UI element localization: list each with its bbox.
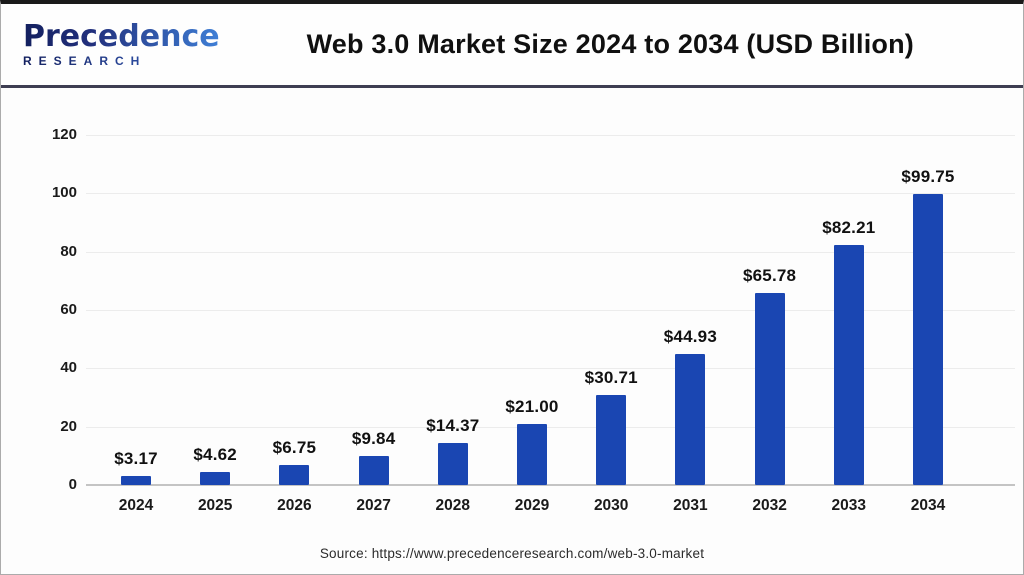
precedence-research-logo: Precedence RESEARCH bbox=[23, 19, 220, 68]
title-container: Web 3.0 Market Size 2024 to 2034 (USD Bi… bbox=[220, 29, 1001, 60]
value-label-2025: $4.62 bbox=[193, 444, 237, 464]
x-tick-2026: 2026 bbox=[277, 497, 312, 514]
value-label-2034: $99.75 bbox=[901, 167, 955, 187]
y-tick-120: 120 bbox=[51, 126, 77, 143]
chart-title: Web 3.0 Market Size 2024 to 2034 (USD Bi… bbox=[306, 29, 914, 59]
value-label-2029: $21.00 bbox=[505, 396, 559, 416]
bar-2034 bbox=[913, 194, 943, 485]
gridline-y120 bbox=[86, 135, 1015, 136]
value-label-2028: $14.37 bbox=[426, 416, 480, 436]
x-axis-line bbox=[86, 484, 1015, 486]
x-tick-2034: 2034 bbox=[910, 497, 946, 514]
value-label-2033: $82.21 bbox=[822, 218, 876, 238]
bar-2026 bbox=[279, 465, 310, 485]
gridline-y60 bbox=[86, 310, 1015, 311]
bar-2033 bbox=[833, 245, 864, 485]
logo-wordmark: Precedence bbox=[23, 19, 220, 54]
x-tick-2028: 2028 bbox=[435, 497, 471, 514]
x-tick-2025: 2025 bbox=[197, 497, 233, 514]
bar-2032 bbox=[754, 293, 785, 485]
y-tick-0: 0 bbox=[68, 476, 77, 493]
x-tick-2029: 2029 bbox=[514, 497, 550, 514]
x-tick-2033: 2033 bbox=[831, 497, 867, 514]
value-label-2026: $6.75 bbox=[272, 438, 317, 458]
gridline-y80 bbox=[86, 251, 1015, 253]
x-tick-2024: 2024 bbox=[118, 497, 154, 514]
value-label-2032: $65.78 bbox=[742, 266, 797, 286]
bar-2030 bbox=[596, 395, 627, 485]
bar-chart: 0 20 40 60 80 100 120 $3.17 2024 $4.62 2025 $6.75 20… bbox=[1, 96, 1023, 536]
logo-subtitle: RESEARCH bbox=[23, 55, 220, 67]
source-citation: Source: https://www.precedenceresearch.c… bbox=[319, 546, 705, 561]
y-tick-80: 80 bbox=[60, 242, 77, 260]
x-tick-2032: 2032 bbox=[752, 497, 787, 514]
header: Precedence RESEARCH Web 3.0 Market Size … bbox=[1, 4, 1023, 88]
bar-2028 bbox=[437, 443, 468, 485]
value-label-2024: $3.17 bbox=[114, 448, 158, 468]
gridline-y20 bbox=[86, 426, 1015, 428]
y-tick-40: 40 bbox=[60, 359, 77, 377]
bar-2024 bbox=[121, 475, 151, 485]
bar-2029 bbox=[517, 423, 547, 485]
y-tick-20: 20 bbox=[60, 417, 77, 435]
bar-2025 bbox=[200, 471, 231, 485]
value-label-2030: $30.71 bbox=[584, 368, 638, 388]
gridline-y40 bbox=[86, 368, 1015, 370]
gridline-y100 bbox=[86, 193, 1015, 195]
value-label-2027: $9.84 bbox=[351, 429, 396, 449]
x-tick-2027: 2027 bbox=[356, 497, 391, 514]
value-label-2031: $44.93 bbox=[663, 326, 717, 346]
y-tick-100: 100 bbox=[51, 184, 77, 202]
x-tick-2030: 2030 bbox=[593, 497, 629, 514]
y-tick-60: 60 bbox=[60, 301, 77, 318]
bar-2031 bbox=[675, 353, 706, 485]
bar-2027 bbox=[358, 456, 389, 485]
x-tick-2031: 2031 bbox=[673, 497, 708, 514]
